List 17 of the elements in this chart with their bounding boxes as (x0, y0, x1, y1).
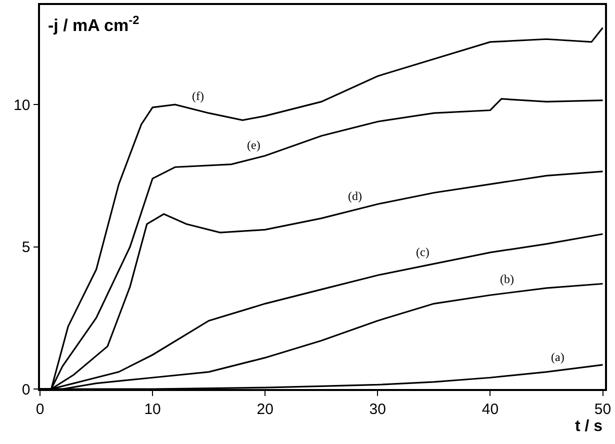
series-label: (d) (348, 189, 362, 203)
x-tick-label: 30 (369, 400, 386, 418)
series-label: (b) (500, 272, 514, 286)
series-label: (c) (416, 245, 430, 259)
y-tick-label: 10 (14, 96, 30, 114)
y-axis-title: -j / mA cm$^{-2}$ (48, 13, 140, 36)
y-tick-label: 0 (22, 381, 30, 398)
x-tick-label: 20 (256, 400, 274, 418)
series-label: (e) (247, 138, 260, 152)
x-tick-label: 10 (144, 400, 161, 418)
series-label: (a) (551, 350, 564, 364)
x-axis-title: t / s (575, 418, 603, 435)
x-tick-label: 0 (36, 400, 44, 418)
x-tick-label: 40 (482, 400, 499, 418)
y-tick-label: 5 (22, 239, 30, 256)
x-tick-label: 50 (594, 400, 612, 418)
series-label: (f) (192, 89, 204, 103)
